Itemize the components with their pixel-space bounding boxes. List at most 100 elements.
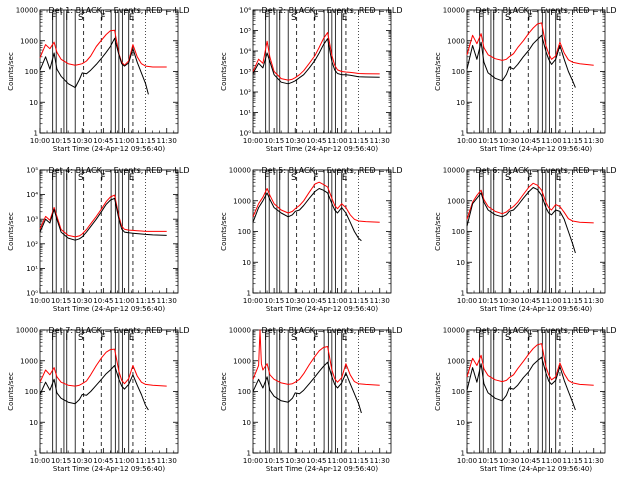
- x-axis-label: Start Time (24-Apr-12 09:56:40): [266, 305, 378, 313]
- x-tick-label: 11:30: [157, 137, 177, 145]
- x-axis-label: Start Time (24-Apr-12 09:56:40): [480, 465, 592, 473]
- panel-det-5: Det 5: BLACK = Events, RED = LLDFISFE110…: [220, 166, 402, 313]
- x-axis-label: Start Time (24-Apr-12 09:56:40): [480, 145, 592, 153]
- panel-det-6: Det 6: BLACK = Events, RED = LLDFISFE110…: [434, 166, 616, 313]
- series-line-events: [466, 356, 576, 411]
- x-tick-label: 11:00: [114, 457, 134, 465]
- series-line-lld: [252, 181, 380, 223]
- x-tick-label: 11:15: [349, 137, 369, 145]
- plot-frame: [39, 329, 179, 454]
- region-label: F: [528, 173, 533, 183]
- y-tick-label: 1: [461, 290, 465, 298]
- y-tick-label: 1000: [20, 37, 38, 45]
- panel-det-9: Det 9: BLACK = Events, RED = LLDFISFE110…: [434, 326, 616, 473]
- panel-det-8: Det 8: BLACK = Events, RED = LLDFISFE110…: [220, 326, 402, 473]
- x-tick-label: 11:00: [327, 457, 347, 465]
- y-tick-label: 1: [247, 290, 251, 298]
- y-tick-label: 10⁵: [239, 27, 251, 35]
- y-tick-label: 100: [452, 228, 465, 236]
- y-tick-label: 10⁴: [26, 191, 38, 199]
- x-tick-label: 10:30: [72, 137, 92, 145]
- x-tick-label: 10:45: [520, 457, 540, 465]
- series-line-events: [39, 37, 149, 95]
- region-label: S: [78, 13, 84, 23]
- x-tick-label: 10:00: [243, 457, 263, 465]
- y-tick-label: 1: [247, 450, 251, 458]
- x-axis-label: Start Time (24-Apr-12 09:56:40): [266, 145, 378, 153]
- x-tick-label: 10:30: [72, 297, 92, 305]
- x-tick-label: 11:30: [584, 457, 604, 465]
- region-label: E: [129, 333, 135, 343]
- series-line-lld: [39, 194, 167, 238]
- y-tick-label: 10: [29, 419, 38, 427]
- y-tick-label: 10: [456, 419, 465, 427]
- x-tick-label: 10:45: [93, 457, 113, 465]
- x-tick-label: 10:00: [30, 137, 50, 145]
- x-tick-label: 10:45: [93, 137, 113, 145]
- x-tick-label: 11:00: [114, 297, 134, 305]
- y-tick-label: 10²: [239, 89, 251, 97]
- region-label: F: [314, 13, 319, 23]
- x-tick-label: 11:00: [327, 297, 347, 305]
- region-label: E: [342, 13, 348, 23]
- y-axis-label: Counts/sec: [7, 212, 15, 251]
- y-tick-label: 1000: [447, 37, 465, 45]
- region-label: S: [78, 333, 84, 343]
- series-line-lld: [39, 29, 167, 68]
- x-axis-label: Start Time (24-Apr-12 09:56:40): [53, 465, 165, 473]
- x-tick-label: 11:00: [541, 457, 561, 465]
- plot-frame: [39, 9, 179, 134]
- region-label: F: [528, 333, 533, 343]
- x-tick-label: 11:15: [563, 457, 583, 465]
- x-tick-label: 10:45: [520, 137, 540, 145]
- x-tick-label: 10:00: [457, 457, 477, 465]
- series-line-events: [466, 34, 576, 88]
- y-tick-label: 1: [461, 450, 465, 458]
- x-tick-label: 11:15: [349, 457, 369, 465]
- y-axis-label: Counts/sec: [7, 372, 15, 411]
- region-label: S: [505, 333, 511, 343]
- x-tick-label: 10:30: [499, 457, 519, 465]
- y-tick-label: 10⁰: [239, 130, 251, 138]
- x-tick-label: 10:45: [306, 297, 326, 305]
- y-tick-label: 10000: [229, 167, 251, 175]
- y-tick-label: 10³: [26, 216, 38, 224]
- y-axis-label: Counts/sec: [434, 372, 442, 411]
- region-label: F: [478, 13, 483, 23]
- series-line-lld: [39, 348, 167, 387]
- x-tick-label: 10:00: [30, 297, 50, 305]
- x-tick-label: 10:15: [51, 297, 71, 305]
- region-label: E: [129, 173, 135, 183]
- x-tick-label: 10:30: [285, 297, 305, 305]
- y-tick-label: 10000: [443, 7, 465, 15]
- region-label: F: [528, 13, 533, 23]
- y-tick-label: 10000: [443, 327, 465, 335]
- x-tick-label: 11:15: [136, 297, 156, 305]
- panel-det-3: Det 3: BLACK = Events, RED = LLDFISFE110…: [434, 6, 616, 153]
- x-tick-label: 10:15: [478, 457, 498, 465]
- y-tick-label: 1: [34, 130, 38, 138]
- y-axis-label: Counts/sec: [220, 212, 228, 251]
- x-tick-label: 10:00: [243, 297, 263, 305]
- y-tick-label: 10000: [229, 327, 251, 335]
- x-tick-label: 10:15: [51, 457, 71, 465]
- y-tick-label: 1000: [447, 197, 465, 205]
- y-tick-label: 10: [242, 259, 251, 267]
- region-label: F: [101, 333, 106, 343]
- region-label: F: [51, 13, 56, 23]
- x-tick-label: 11:30: [370, 457, 390, 465]
- region-label: F: [51, 333, 56, 343]
- x-tick-label: 10:45: [306, 137, 326, 145]
- x-tick-label: 11:15: [136, 137, 156, 145]
- x-axis-label: Start Time (24-Apr-12 09:56:40): [480, 305, 592, 313]
- y-axis-label: Counts/sec: [434, 52, 442, 91]
- x-tick-label: 10:30: [499, 297, 519, 305]
- x-tick-label: 10:00: [457, 297, 477, 305]
- series-line-events: [252, 361, 362, 414]
- y-tick-label: 10: [242, 419, 251, 427]
- x-axis-label: Start Time (24-Apr-12 09:56:40): [266, 465, 378, 473]
- y-tick-label: 10³: [239, 68, 251, 76]
- series-line-events: [252, 38, 380, 85]
- series-line-events: [252, 188, 362, 242]
